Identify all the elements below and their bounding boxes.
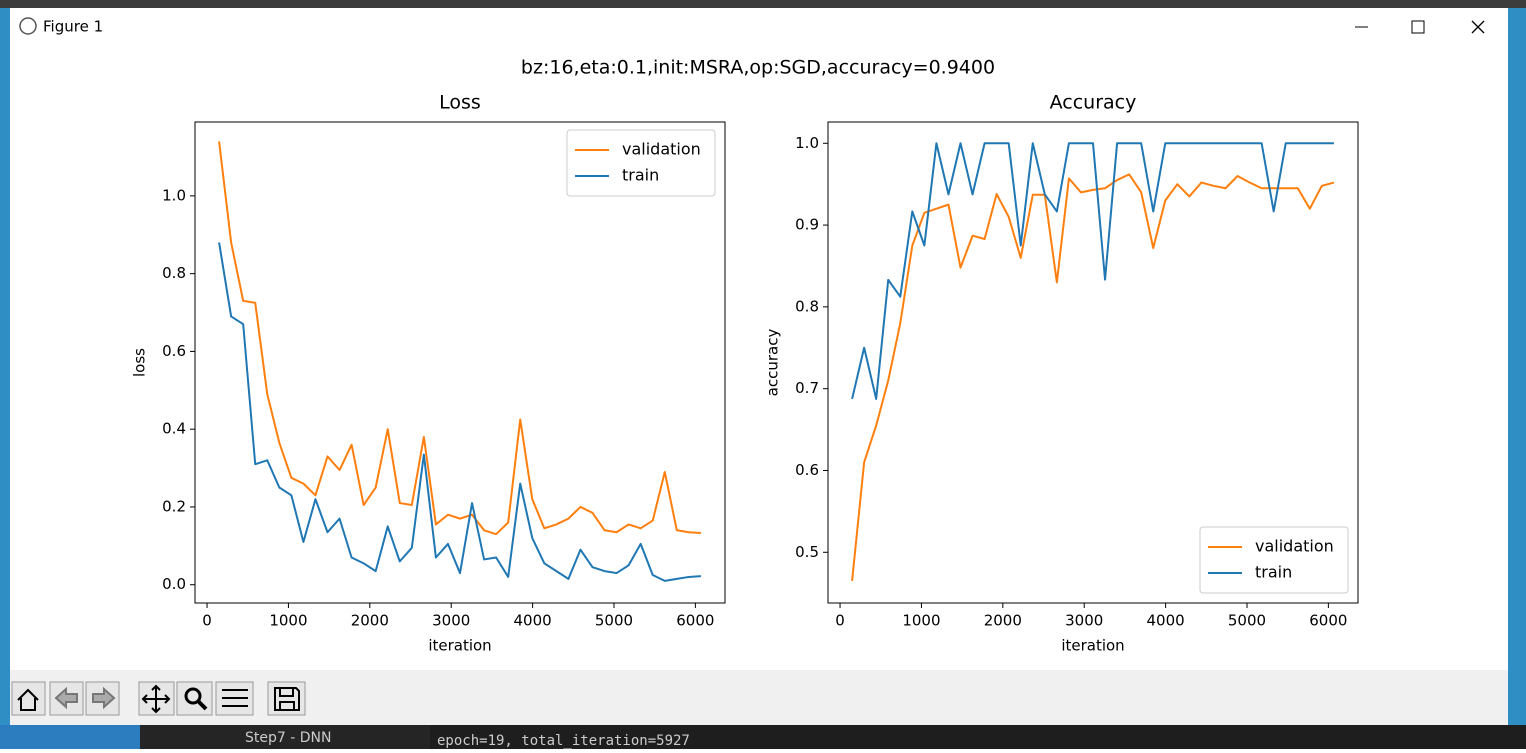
plot-frame (194, 121, 726, 604)
explorer-item[interactable]: Step7 - DNN (245, 730, 331, 746)
y-tick-label: 1.0 (162, 186, 186, 204)
legend-box (566, 129, 716, 197)
y-tick-label: 0.0 (162, 575, 186, 593)
window-icon (19, 17, 37, 35)
line-series (851, 142, 1334, 400)
legend-box (1199, 526, 1349, 594)
legend-label: train (1255, 563, 1292, 582)
x-axis-label: iteration (1061, 637, 1124, 655)
window-title: Figure 1 (43, 18, 103, 36)
zoom-icon (184, 687, 202, 705)
y-axis-label: loss (131, 348, 149, 377)
line-series (218, 242, 701, 582)
x-tick-label: 1000 (269, 612, 307, 630)
y-axis-label: accuracy (764, 329, 782, 397)
y-tick-label: 0.8 (162, 264, 186, 282)
y-tick-label: 0.7 (795, 379, 819, 397)
chart-title: Loss (439, 92, 481, 114)
home-button[interactable] (11, 681, 46, 716)
x-tick-label: 4000 (1147, 612, 1185, 630)
legend: validation train (566, 129, 716, 197)
y-tick-label: 0.9 (795, 216, 819, 234)
explorer (140, 725, 430, 749)
x-tick-label: 1000 (902, 612, 940, 630)
y-tick-label: 0.2 (162, 497, 186, 515)
taskbar-strip (0, 725, 140, 749)
x-tick-label: 6000 (1309, 612, 1347, 630)
x-tick-label: 6000 (676, 612, 714, 630)
y-tick-label: 0.6 (162, 342, 186, 360)
back-icon (54, 686, 78, 710)
y-tick-label: 1.0 (795, 134, 819, 152)
chart-title: Accuracy (1050, 92, 1137, 114)
toolbar (10, 670, 1508, 725)
x-axis-label: iteration (428, 637, 491, 655)
suptitle: bz:16,eta:0.1,init:MSRA,op:SGD,accuracy=… (521, 57, 995, 79)
toolbar-buttons (11, 681, 306, 716)
zoom-button[interactable] (176, 681, 213, 716)
terminal-line: epoch=19, total_iteration=5927 (437, 733, 690, 749)
x-tick-label: 4000 (514, 612, 552, 630)
plot-frame (827, 121, 1359, 604)
legend: validation train (1199, 526, 1349, 594)
x-tick-label: 3000 (1065, 612, 1103, 630)
y-tick-label: 0.5 (795, 543, 819, 561)
plot-area (195, 122, 725, 603)
editor-titlebar (0, 0, 1526, 8)
x-tick-label: 5000 (1228, 612, 1266, 630)
configure-icon (222, 689, 248, 707)
legend-label: validation (622, 140, 701, 159)
plot-area (828, 122, 1358, 603)
legend-label: train (622, 166, 659, 185)
x-tick-label: 3000 (432, 612, 470, 630)
close-button[interactable] (1471, 20, 1485, 34)
home-icon (17, 688, 39, 711)
x-tick-label: 2000 (351, 612, 389, 630)
y-tick-label: 0.4 (162, 420, 186, 438)
forward-icon (92, 686, 116, 710)
legend-label: validation (1255, 537, 1334, 556)
x-tick-label: 5000 (595, 612, 633, 630)
maximize-button[interactable] (1411, 20, 1425, 34)
pan-icon (141, 684, 171, 714)
x-tick-label: 0 (835, 612, 845, 630)
y-tick-label: 0.6 (795, 461, 819, 479)
line-series (218, 141, 701, 536)
x-tick-label: 2000 (984, 612, 1022, 630)
save-icon (274, 687, 300, 711)
y-tick-label: 0.8 (795, 297, 819, 315)
zoom-handle (196, 699, 208, 711)
x-tick-label: 0 (202, 612, 212, 630)
line-series (851, 173, 1335, 582)
